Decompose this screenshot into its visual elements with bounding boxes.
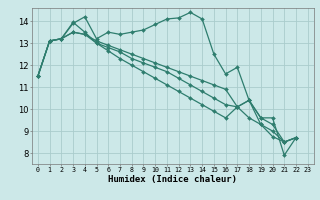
X-axis label: Humidex (Indice chaleur): Humidex (Indice chaleur) [108,175,237,184]
